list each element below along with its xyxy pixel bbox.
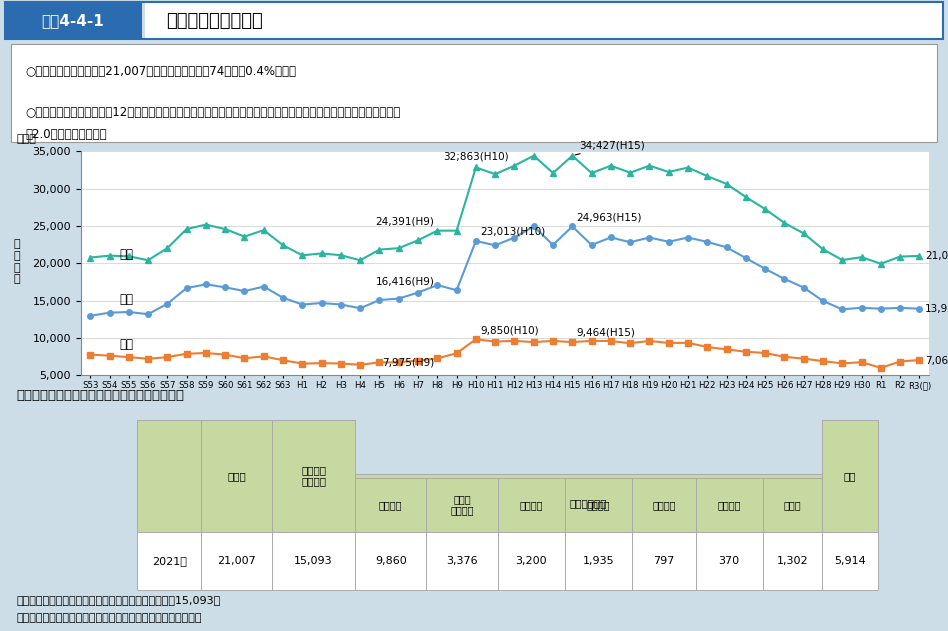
Text: ○男女別にみると、男性は12年連続の減少、女性は２年連続増加となっている。また、男性の自殺者数は、女性の約: ○男女別にみると、男性は12年連続の減少、女性は２年連続増加となっている。また、… (26, 106, 400, 119)
Bar (137, 420, 201, 532)
Bar (498, 532, 565, 590)
Text: 自殺者: 自殺者 (227, 471, 246, 481)
Bar (145, 2, 943, 39)
Text: 男女問題: 男女問題 (652, 500, 676, 510)
Bar (822, 532, 878, 590)
Text: 16,416(H9): 16,416(H9) (375, 276, 434, 286)
Text: 図表4-4-1: 図表4-4-1 (42, 13, 104, 28)
Text: ○令和３年の自殺者数は21,007人となり、対前年比74人（約0.4%）減。: ○令和３年の自殺者数は21,007人となり、対前年比74人（約0.4%）減。 (26, 65, 297, 78)
Text: 男性: 男性 (119, 293, 133, 306)
Bar (498, 478, 565, 532)
Text: 資料：警察庁「自殺統計」より厚生労働省自殺対策推進室作成: 資料：警察庁「自殺統計」より厚生労働省自殺対策推進室作成 (16, 613, 202, 623)
Text: 5,914: 5,914 (834, 556, 866, 566)
Text: 9,464(H15): 9,464(H15) (576, 328, 635, 338)
Text: 自殺の原因・動機　原因・動機は３つまで計上: 自殺の原因・動機 原因・動機は３つまで計上 (16, 389, 184, 403)
Text: 原因・動
機特定者: 原因・動 機特定者 (301, 465, 326, 487)
Text: 3,376: 3,376 (447, 556, 478, 566)
Text: 自殺者数の年次推移: 自殺者数の年次推移 (166, 11, 263, 30)
Bar (137, 532, 201, 590)
Text: 原因・動機別: 原因・動機別 (570, 498, 608, 508)
Text: 9,850(H10): 9,850(H10) (480, 325, 538, 335)
Bar (632, 478, 696, 532)
Text: （人）: （人） (17, 134, 37, 144)
Text: 女性: 女性 (119, 338, 133, 351)
Bar (5, 2, 142, 39)
Bar (356, 478, 427, 532)
Text: 32;863(H10): 32;863(H10) (443, 152, 509, 162)
Bar (565, 532, 632, 590)
Text: 家庭問題: 家庭問題 (520, 500, 543, 510)
Bar (632, 532, 696, 590)
Bar (822, 420, 878, 532)
Bar (356, 532, 427, 590)
Text: 原因・動機特定者とは自殺者数から不詳を引いたもの15,093人: 原因・動機特定者とは自殺者数から不詳を引いたもの15,093人 (16, 594, 220, 604)
Bar (763, 532, 822, 590)
Bar (696, 478, 763, 532)
Bar (565, 478, 632, 532)
Text: 797: 797 (653, 556, 675, 566)
Text: 24,963(H15): 24,963(H15) (576, 212, 642, 222)
Text: 2021年: 2021年 (152, 556, 187, 566)
Bar (201, 420, 272, 532)
Text: 7,975(H9): 7,975(H9) (382, 357, 434, 367)
Text: 経済・
生活問題: 経済・ 生活問題 (450, 494, 474, 516)
Text: 370: 370 (719, 556, 739, 566)
Bar (272, 532, 356, 590)
Bar (272, 420, 356, 532)
Text: 23,013(H10): 23,013(H10) (480, 227, 545, 237)
Text: 自
殺
者
数: 自 殺 者 数 (14, 240, 20, 284)
Text: 13,939(R3): 13,939(R3) (925, 304, 948, 314)
Text: 不詳: 不詳 (844, 471, 856, 481)
Text: 総数: 総数 (119, 248, 133, 261)
Text: 健康問題: 健康問題 (379, 500, 403, 510)
Text: 34;427(H15): 34;427(H15) (575, 140, 645, 155)
Text: 1,302: 1,302 (776, 556, 809, 566)
Text: 7,068(R3): 7,068(R3) (925, 355, 948, 365)
Text: 2.0倍となっている。: 2.0倍となっている。 (26, 127, 107, 141)
Text: 21,007(R3): 21,007(R3) (925, 251, 948, 261)
Bar (696, 532, 763, 590)
Text: その他: その他 (784, 500, 801, 510)
Text: 24,391(H9): 24,391(H9) (375, 216, 434, 227)
Text: 3,200: 3,200 (516, 556, 547, 566)
Bar (763, 478, 822, 532)
Text: 学校問題: 学校問題 (718, 500, 741, 510)
Text: 1,935: 1,935 (583, 556, 614, 566)
Text: 9,860: 9,860 (374, 556, 407, 566)
Bar (201, 532, 272, 590)
Bar (356, 474, 822, 532)
Text: 15,093: 15,093 (294, 556, 333, 566)
Bar (427, 532, 498, 590)
Bar (427, 478, 498, 532)
Text: 勤務問題: 勤務問題 (587, 500, 611, 510)
Text: 21,007: 21,007 (217, 556, 256, 566)
